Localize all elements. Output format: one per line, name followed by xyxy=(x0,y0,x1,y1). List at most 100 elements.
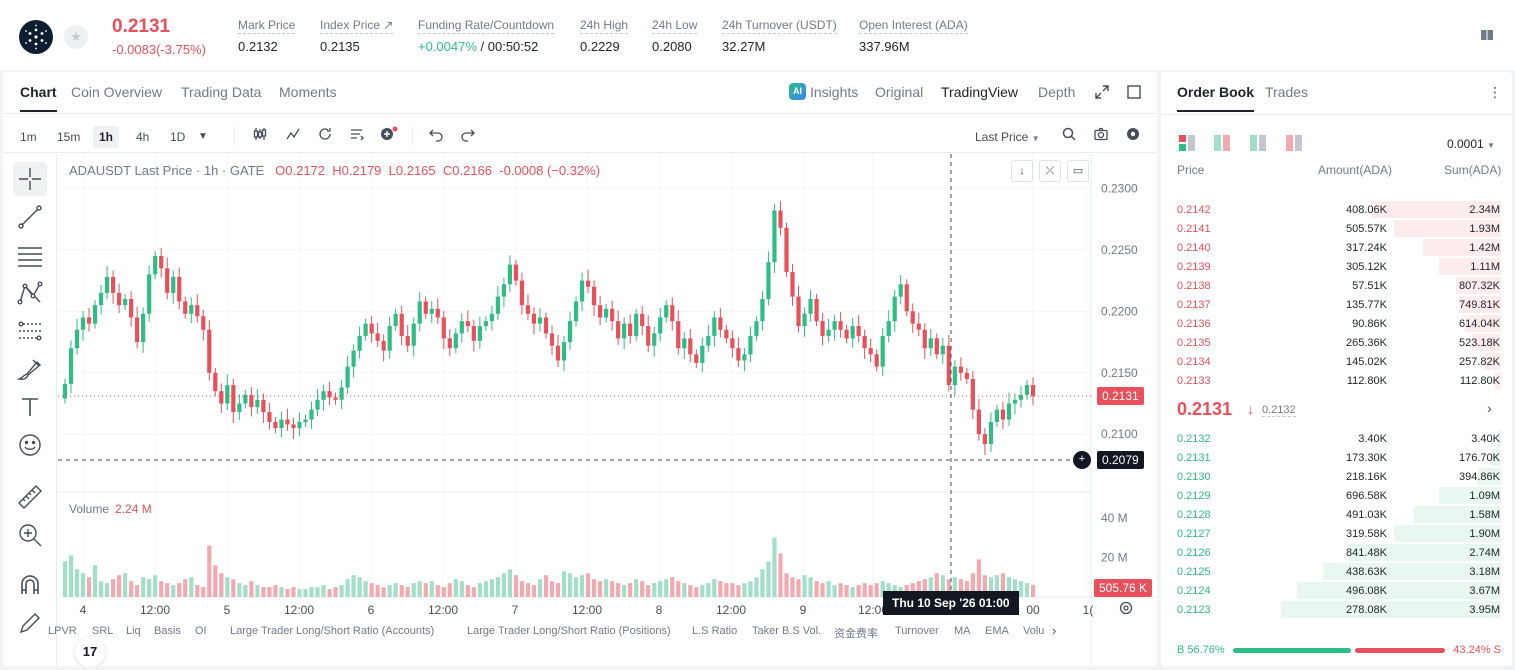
tab-order-book[interactable]: Order Book xyxy=(1177,84,1255,112)
maximize-pane-icon[interactable]: ▭ xyxy=(1067,160,1089,182)
stat-index-price[interactable]: Index Price ↗ 0.2135 xyxy=(320,18,394,54)
emoji-tool-icon[interactable] xyxy=(13,428,47,462)
ask-row[interactable]: 0.2135 265.36K 523.18K xyxy=(1161,333,1512,352)
precision-select[interactable]: 0.0001 ▼ xyxy=(1447,137,1495,151)
indicator-ls-ratio[interactable]: L.S Ratio xyxy=(692,625,738,637)
indicator-taker-bs-vol[interactable]: Taker B.S Vol. xyxy=(752,625,822,637)
ask-row[interactable]: 0.2134 145.02K 257.82K xyxy=(1161,352,1512,371)
redo-icon[interactable] xyxy=(457,126,479,148)
view-tradingview[interactable]: TradingView xyxy=(941,84,1019,100)
view-original[interactable]: Original xyxy=(875,84,924,100)
view-depth[interactable]: Depth xyxy=(1038,84,1076,100)
window-icon[interactable] xyxy=(1126,84,1142,100)
ask-row[interactable]: 0.2133 112.80K 112.80K xyxy=(1161,371,1512,390)
fullscreen-icon[interactable] xyxy=(1094,84,1110,100)
pattern-tool-icon[interactable] xyxy=(13,276,47,310)
indicator-turnover[interactable]: Turnover xyxy=(895,625,939,637)
tradingview-logo-icon[interactable]: 17 xyxy=(75,637,105,666)
stat-value: 0.2080 xyxy=(652,39,692,54)
indicator-oi[interactable]: OI xyxy=(195,625,207,637)
layout-asks-icon[interactable] xyxy=(1286,135,1302,151)
indicator-ma[interactable]: MA xyxy=(954,625,971,637)
bid-row[interactable]: 0.2131 173.30K 176.70K xyxy=(1161,448,1512,467)
indicator-volume[interactable]: Volu xyxy=(1023,625,1045,637)
indicator-basis[interactable]: Basis xyxy=(154,625,181,637)
templates-icon[interactable] xyxy=(346,126,368,148)
depth-bar xyxy=(1394,525,1501,542)
alert-add-icon[interactable] xyxy=(378,126,400,148)
ask-row[interactable]: 0.2139 305.12K 1.11M xyxy=(1161,257,1512,276)
text-tool-icon[interactable] xyxy=(13,390,47,424)
indicator-large-trader-accounts[interactable]: Large Trader Long/Short Ratio (Accounts) xyxy=(230,625,435,637)
fib-tool-icon[interactable] xyxy=(13,314,47,348)
candlestick-chart-svg[interactable]: 0.2300 0.2250 0.2200 0.2150 0.2100 40 M 20 M 4 1… xyxy=(58,154,1157,666)
compare-icon[interactable] xyxy=(314,126,336,148)
bid-row[interactable]: 0.2130 218.16K 394.86K xyxy=(1161,467,1512,486)
ask-row[interactable]: 0.2142 408.06K 2.34M xyxy=(1161,200,1512,219)
ask-row[interactable]: 0.2136 90.86K 614.04K xyxy=(1161,314,1512,333)
settings-gear-icon[interactable] xyxy=(1122,126,1144,148)
pencil-lock-tool-icon[interactable] xyxy=(13,606,47,640)
candles-icon[interactable] xyxy=(249,126,271,148)
chevron-right-icon[interactable]: › xyxy=(1052,623,1057,638)
indicator-funding-rate[interactable]: 资金费率 xyxy=(834,628,878,640)
favorite-star-icon[interactable]: ★ xyxy=(64,25,88,49)
interval-15m[interactable]: 15m xyxy=(57,130,81,144)
tab-moments[interactable]: Moments xyxy=(279,84,337,100)
zoom-tool-icon[interactable] xyxy=(13,518,47,552)
indicator-liq[interactable]: Liq xyxy=(126,625,141,637)
bid-row[interactable]: 0.2128 491.03K 1.58M xyxy=(1161,505,1512,524)
collapse-icon[interactable]: ⤫ xyxy=(1039,160,1061,182)
indicators-icon[interactable] xyxy=(282,126,304,148)
chart-settings-gear-icon[interactable] xyxy=(1118,600,1134,616)
chevron-right-icon[interactable]: › xyxy=(1487,400,1492,416)
search-icon[interactable] xyxy=(1058,126,1080,148)
ruler-tool-icon[interactable] xyxy=(13,480,47,514)
add-alert-plus-icon[interactable]: + xyxy=(1073,451,1091,470)
volume-bar xyxy=(598,581,603,597)
horizontal-lines-tool-icon[interactable] xyxy=(13,238,47,272)
undo-icon[interactable] xyxy=(425,126,447,148)
arrow-down-icon[interactable]: ↓ xyxy=(1011,160,1033,182)
layout-split-icon[interactable] xyxy=(1214,135,1230,151)
camera-icon[interactable] xyxy=(1090,126,1112,148)
layout-bids-icon[interactable] xyxy=(1250,135,1266,151)
ask-row[interactable]: 0.2138 57.51K 807.32K xyxy=(1161,276,1512,295)
tab-trading-data[interactable]: Trading Data xyxy=(181,84,262,100)
crosshair-tool-icon[interactable] xyxy=(13,162,47,196)
indicator-srl[interactable]: SRL xyxy=(92,625,114,637)
bid-row[interactable]: 0.2123 278.08K 3.95M xyxy=(1161,600,1512,619)
book-icon[interactable] xyxy=(1480,28,1494,42)
indicator-large-trader-positions[interactable]: Large Trader Long/Short Ratio (Positions… xyxy=(467,625,671,637)
ask-row[interactable]: 0.2140 317.24K 1.42M xyxy=(1161,238,1512,257)
price-chart[interactable]: 0.2300 0.2250 0.2200 0.2150 0.2100 40 M 20 M 4 1… xyxy=(58,154,1157,666)
stat-value: 32.27M xyxy=(722,39,766,54)
trend-line-tool-icon[interactable] xyxy=(13,200,47,234)
ask-row[interactable]: 0.2141 505.57K 1.93M xyxy=(1161,219,1512,238)
indicator-lpvr[interactable]: LPVR xyxy=(48,625,77,637)
ask-row[interactable]: 0.2137 135.77K 749.81K xyxy=(1161,295,1512,314)
volume-bar xyxy=(616,583,621,597)
interval-dropdown-icon[interactable]: ▼ xyxy=(198,131,208,142)
indicator-ema[interactable]: EMA xyxy=(985,625,1009,637)
brush-tool-icon[interactable] xyxy=(13,352,47,386)
tab-coin-overview[interactable]: Coin Overview xyxy=(71,84,163,100)
layout-both-icon[interactable] xyxy=(1179,135,1195,151)
bid-row[interactable]: 0.2132 3.40K 3.40K xyxy=(1161,429,1512,448)
tab-trades[interactable]: Trades xyxy=(1265,84,1309,100)
insights-button[interactable]: Insights xyxy=(810,84,859,100)
interval-1m[interactable]: 1m xyxy=(20,130,37,144)
bid-row[interactable]: 0.2125 438.63K 3.18M xyxy=(1161,562,1512,581)
magnet-tool-icon[interactable] xyxy=(13,568,47,602)
bid-row[interactable]: 0.2124 496.08K 3.67M xyxy=(1161,581,1512,600)
bid-row[interactable]: 0.2126 841.48K 2.74M xyxy=(1161,543,1512,562)
bid-row[interactable]: 0.2129 696.58K 1.09M xyxy=(1161,486,1512,505)
price-source-select[interactable]: Last Price ▼ xyxy=(975,130,1040,144)
tab-chart[interactable]: Chart xyxy=(20,84,57,112)
interval-1h[interactable]: 1h xyxy=(93,126,120,148)
toolbar-divider xyxy=(234,127,235,145)
interval-4h[interactable]: 4h xyxy=(136,130,150,144)
more-options-icon[interactable]: ⋮ xyxy=(1488,84,1502,100)
interval-1d[interactable]: 1D xyxy=(170,130,186,144)
bid-row[interactable]: 0.2127 319.58K 1.90M xyxy=(1161,524,1512,543)
